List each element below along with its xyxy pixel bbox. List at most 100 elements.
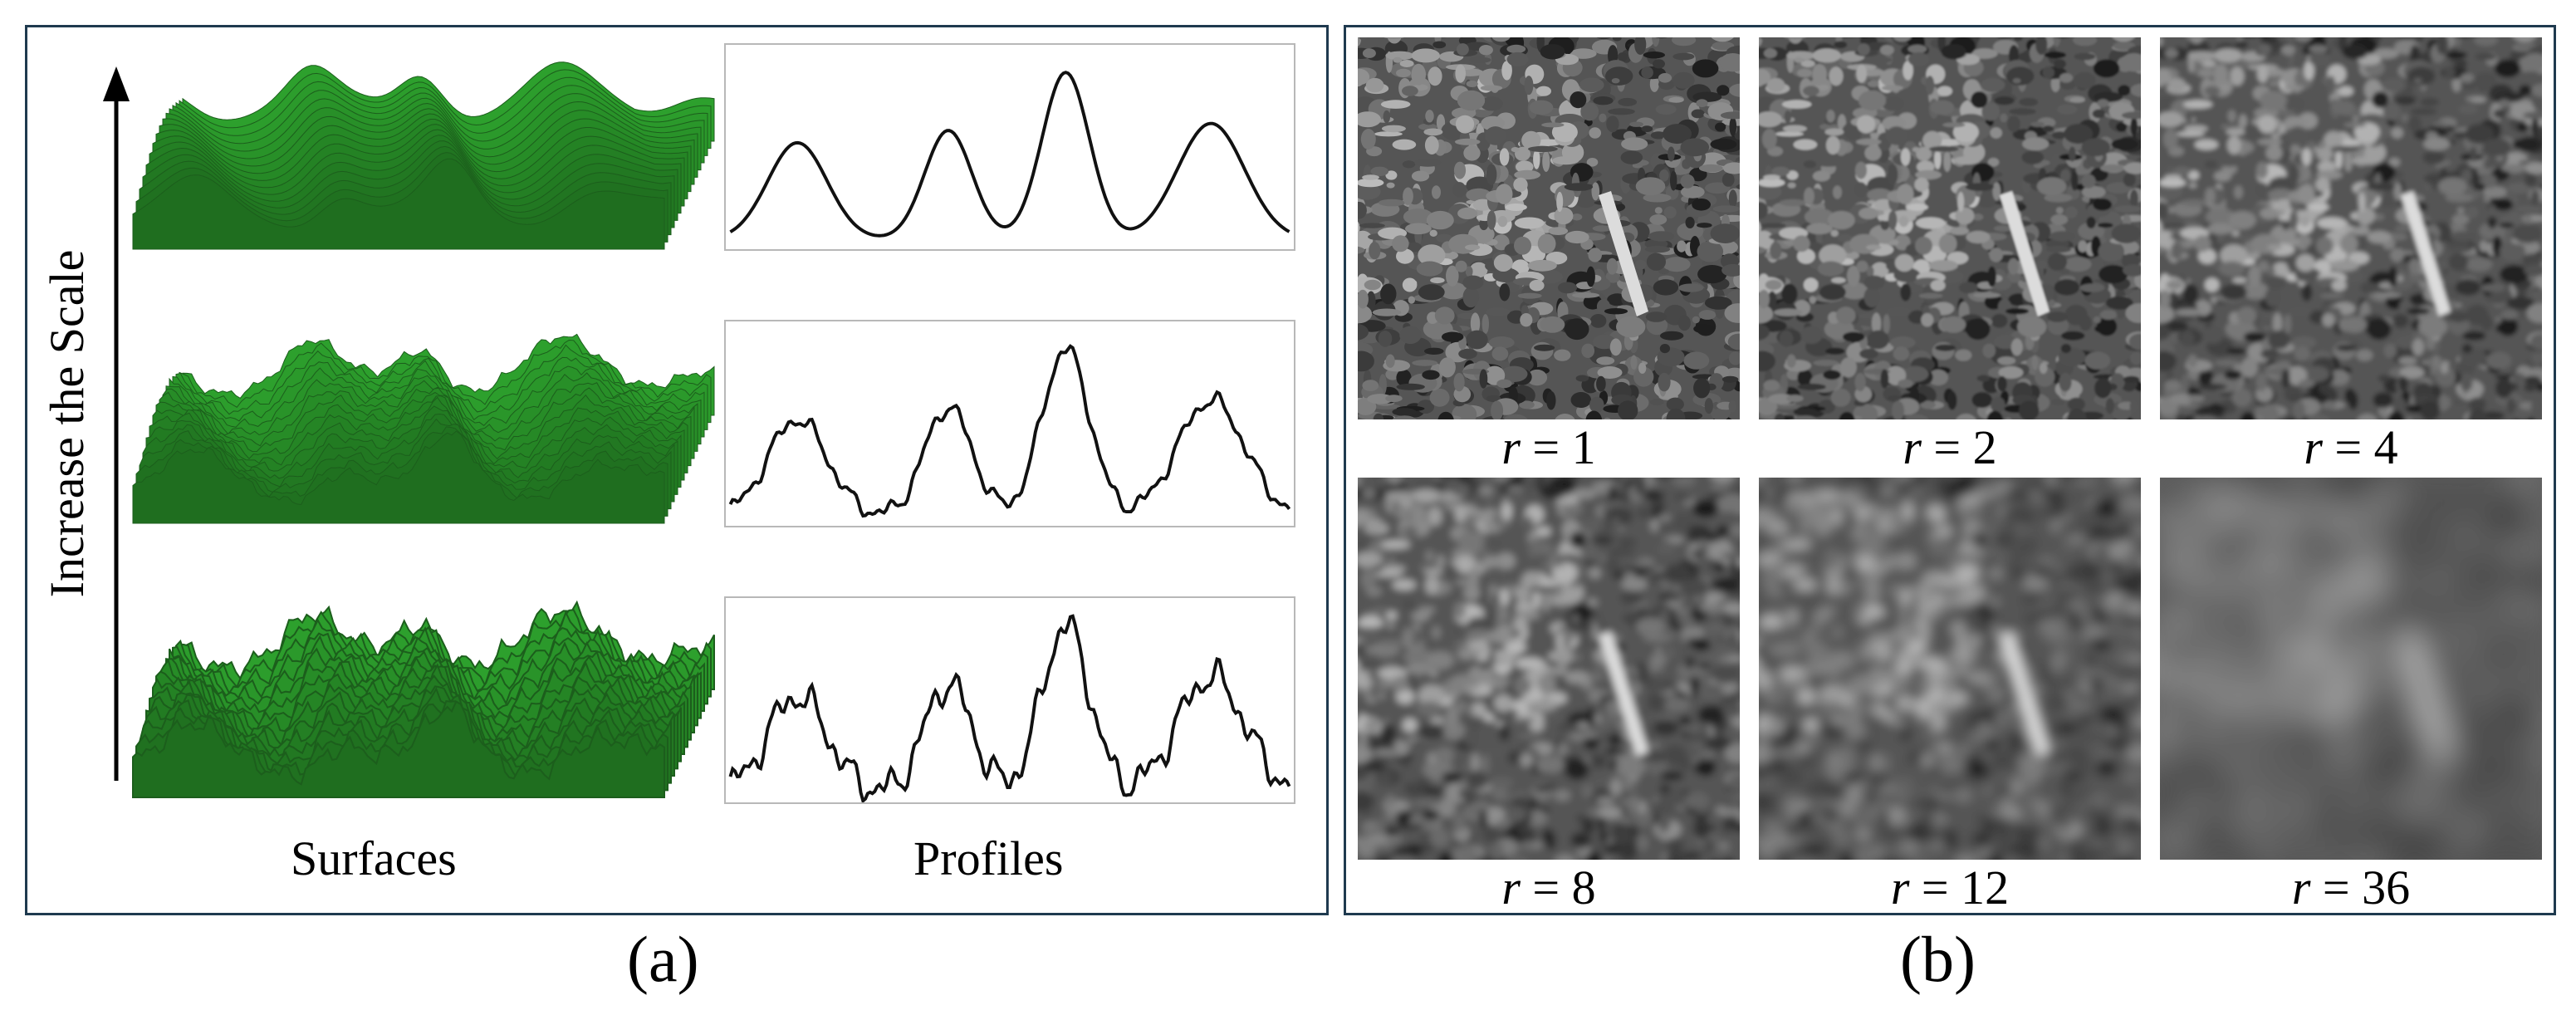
sem-grain	[1533, 149, 1540, 169]
sem-grain	[1991, 314, 2008, 328]
sem-grain	[2353, 122, 2380, 142]
surface-strip	[132, 430, 665, 524]
sem-grain	[1452, 182, 1467, 198]
sem-grain	[1677, 222, 1704, 241]
sem-grain	[1906, 203, 1928, 211]
sem-grain	[1480, 85, 1503, 91]
sem-grain	[2407, 66, 2436, 86]
sem-grain	[2295, 674, 2312, 691]
sem-grain	[1712, 205, 1740, 213]
sem-grain	[2455, 279, 2481, 296]
sem-grain	[1763, 820, 1780, 831]
surface-medium	[132, 333, 715, 524]
sem-grain	[1362, 48, 1376, 58]
sem-grain	[1989, 688, 2003, 703]
sem-grain	[1641, 66, 1653, 79]
sem-grain	[2160, 183, 2183, 200]
sem-grain	[2451, 516, 2461, 532]
sem-grain	[2436, 259, 2449, 270]
sem-grain	[1972, 213, 1984, 221]
sem-grain	[1536, 86, 1551, 96]
sem-grain	[1592, 665, 1613, 672]
sem-grain	[1653, 59, 1665, 69]
sem-grain	[1541, 122, 1565, 128]
sem-grain	[1786, 170, 1799, 180]
sem-grain	[1383, 478, 1404, 479]
sem-grain	[1680, 138, 1710, 157]
sem-grain	[2359, 722, 2380, 734]
sem-grain	[1894, 694, 1914, 712]
sem-grain	[1672, 493, 1695, 501]
sem-grain	[1809, 736, 1816, 744]
sem-grain	[1609, 338, 1622, 356]
sem-grain	[1436, 674, 1452, 684]
sem-grain	[1359, 478, 1368, 481]
sem-grain	[1418, 724, 1445, 741]
sem-grain	[1867, 521, 1879, 527]
sem-grain	[1514, 676, 1531, 695]
profile-medium	[724, 320, 1295, 527]
sem-grain	[1900, 723, 1912, 742]
sem-grain	[2236, 306, 2257, 325]
sem-grain	[2359, 282, 2380, 294]
sem-grain	[1485, 307, 1511, 316]
sem-grain	[1396, 823, 1425, 831]
sem-grain	[1491, 787, 1509, 802]
sem-grain	[1867, 628, 1893, 642]
sem-grain	[2436, 37, 2449, 55]
sem-grain	[1793, 675, 1810, 693]
sem-grain	[1971, 532, 1988, 549]
sem-grain	[1541, 562, 1565, 568]
sem-grain	[1854, 622, 1868, 638]
sem-grain	[1526, 809, 1548, 826]
sem-grain	[2050, 76, 2060, 92]
sem-grain	[1428, 66, 1442, 86]
sem-grain	[2495, 378, 2513, 399]
sem-grain	[1428, 507, 1442, 527]
sem-grain	[1973, 292, 2001, 298]
sem-grain	[2324, 130, 2343, 150]
sem-grain	[2465, 257, 2493, 272]
sem-grain	[1557, 282, 1578, 294]
sem-grain	[2372, 48, 2399, 59]
sem-grain	[1712, 41, 1735, 51]
sem-grain	[1513, 617, 1528, 632]
sem-grain	[1565, 670, 1589, 684]
sem-grain	[1840, 282, 1868, 300]
sem-grain	[2401, 113, 2409, 123]
sem-grain	[1466, 521, 1478, 527]
sem-grain	[1491, 478, 1511, 483]
sem-grain	[1537, 233, 1556, 254]
sem-grain	[2010, 338, 2023, 356]
sem-grain	[1829, 507, 1844, 527]
sem-grain	[1815, 599, 1843, 607]
sem-grain	[1604, 308, 1628, 315]
sem-grain	[2160, 68, 2172, 86]
sem-grain	[2413, 78, 2422, 84]
sem-grain	[1803, 526, 1819, 537]
sem-grain	[1721, 375, 1739, 383]
sem-grain	[1672, 52, 1695, 61]
sem-grain	[1374, 571, 1403, 577]
sem-grain	[2092, 109, 2106, 119]
sem-grain	[1465, 684, 1481, 691]
sem-grain	[1839, 411, 1855, 419]
sem-grain	[1915, 236, 1932, 255]
sem-grain	[1680, 625, 1705, 639]
sem-grain	[2129, 400, 2138, 413]
sem-grain	[1528, 586, 1558, 592]
sem-grain	[1793, 579, 1818, 591]
sem-grain	[1717, 525, 1730, 537]
sem-grain	[2398, 375, 2408, 392]
sem-grain	[2012, 78, 2021, 84]
sem-grain	[1659, 344, 1670, 354]
sem-grain	[1481, 314, 1489, 335]
sem-grain	[1934, 589, 1942, 610]
sem-grain	[2461, 268, 2471, 274]
sem-grain	[2512, 138, 2539, 150]
sem-grain	[2173, 404, 2203, 409]
sem-grain	[2344, 150, 2353, 172]
sem-grain	[1941, 484, 1966, 500]
sem-grain	[1797, 68, 1812, 77]
sem-grain	[1527, 699, 1557, 712]
